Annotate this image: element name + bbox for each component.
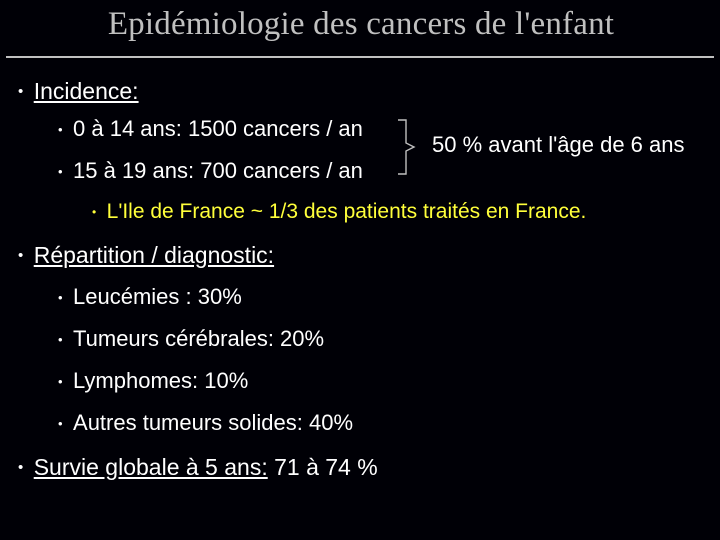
- bullet-dot-icon: •: [58, 416, 63, 431]
- repartition-item-0: Leucémies : 30%: [73, 284, 242, 309]
- bullet-dot-icon: •: [18, 247, 23, 264]
- repartition-item-2: Lymphomes: 10%: [73, 368, 248, 393]
- incidence-annotation: 50 % avant l'âge de 6 ans: [432, 132, 685, 158]
- slide-title: Epidémiologie des cancers de l'enfant: [12, 6, 710, 43]
- bullet-repartition-item-3: • Autres tumeurs solides: 40%: [58, 410, 353, 436]
- repartition-heading: Répartition / diagnostic:: [34, 242, 274, 268]
- repartition-item-3: Autres tumeurs solides: 40%: [73, 410, 353, 435]
- bullet-dot-icon: •: [58, 374, 63, 389]
- bullet-incidence: • Incidence:: [18, 78, 139, 105]
- repartition-item-1: Tumeurs cérébrales: 20%: [73, 326, 324, 351]
- bullet-repartition-item-1: • Tumeurs cérébrales: 20%: [58, 326, 324, 352]
- bullet-dot-icon: •: [58, 122, 63, 137]
- bullet-repartition-item-0: • Leucémies : 30%: [58, 284, 242, 310]
- incidence-heading: Incidence:: [34, 78, 139, 104]
- survie-value: 71 à 74 %: [268, 454, 378, 480]
- slide: Epidémiologie des cancers de l'enfant • …: [0, 0, 720, 540]
- bullet-incidence-subnote: • L'Ile de France ~ 1/3 des patients tra…: [92, 200, 586, 224]
- bullet-dot-icon: •: [58, 290, 63, 305]
- incidence-item-1: 15 à 19 ans: 700 cancers / an: [73, 158, 363, 183]
- brace-icon: [396, 116, 418, 178]
- bullet-dot-icon: •: [92, 205, 96, 219]
- title-underline: [6, 56, 714, 58]
- incidence-item-0: 0 à 14 ans: 1500 cancers / an: [73, 116, 363, 141]
- bullet-dot-icon: •: [18, 459, 23, 476]
- incidence-subnote: L'Ile de France ~ 1/3 des patients trait…: [107, 200, 587, 223]
- bullet-dot-icon: •: [58, 164, 63, 179]
- bullet-survie: • Survie globale à 5 ans: 71 à 74 %: [18, 454, 378, 481]
- bullet-repartition: • Répartition / diagnostic:: [18, 242, 274, 269]
- bullet-incidence-item-1: • 15 à 19 ans: 700 cancers / an: [58, 158, 363, 184]
- bullet-dot-icon: •: [58, 332, 63, 347]
- survie-heading: Survie globale à 5 ans:: [34, 454, 268, 480]
- bullet-repartition-item-2: • Lymphomes: 10%: [58, 368, 248, 394]
- bullet-dot-icon: •: [18, 83, 23, 100]
- bullet-incidence-item-0: • 0 à 14 ans: 1500 cancers / an: [58, 116, 363, 142]
